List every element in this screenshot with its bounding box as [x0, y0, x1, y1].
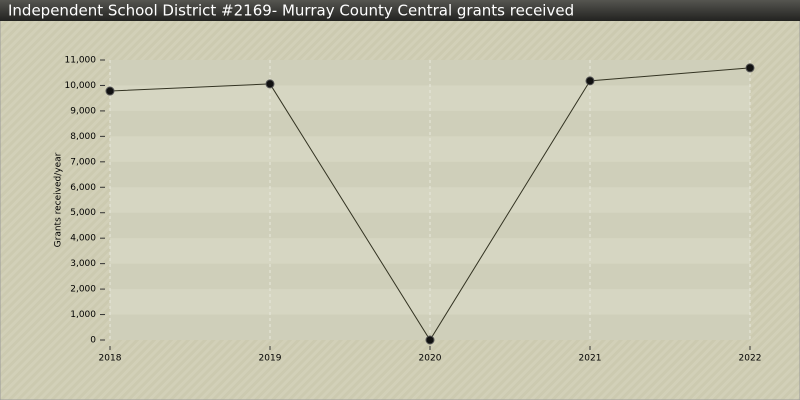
y-tick-label: 11,000 — [65, 56, 97, 66]
data-point — [425, 335, 435, 345]
x-tick-label: 2021 — [579, 354, 602, 364]
y-tick-label: 3,000 — [70, 259, 96, 269]
y-tick-label: 8,000 — [70, 132, 96, 142]
y-tick-label: 4,000 — [70, 234, 96, 244]
data-point — [265, 79, 275, 89]
y-tick-label: 1,000 — [70, 310, 96, 320]
y-tick-label: 9,000 — [70, 106, 96, 116]
data-point — [105, 86, 115, 96]
y-tick-label: 5,000 — [70, 208, 96, 218]
data-point — [745, 63, 755, 73]
y-axis-label: Grants received/year — [54, 152, 64, 247]
y-tick-label: 6,000 — [70, 183, 96, 193]
x-tick-label: 2019 — [259, 354, 282, 364]
y-tick-label: 10,000 — [65, 81, 97, 91]
y-tick-label: 2,000 — [70, 285, 96, 295]
x-tick-label: 2018 — [99, 354, 122, 364]
y-tick-label: 0 — [90, 336, 96, 346]
x-tick-label: 2022 — [739, 354, 762, 364]
title-bar — [0, 0, 800, 21]
chart-title: Independent School District #2169- Murra… — [8, 2, 574, 20]
x-tick-label: 2020 — [419, 354, 442, 364]
data-point — [585, 76, 595, 86]
y-tick-label: 7,000 — [70, 157, 96, 167]
